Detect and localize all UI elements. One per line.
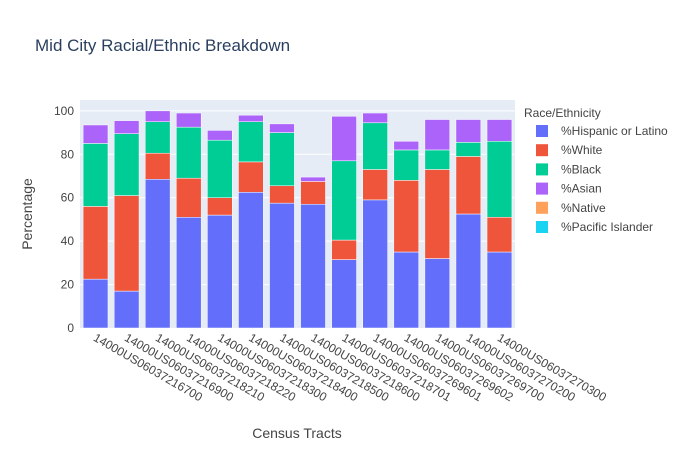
bar-segment[interactable] [362,122,388,170]
bar-segment[interactable] [113,290,140,329]
legend-swatch[interactable] [536,163,548,176]
bar-segment[interactable] [362,112,388,124]
bar-segment[interactable] [238,121,264,163]
bar-segment[interactable] [207,214,233,329]
legend-item-label[interactable]: %Native [561,201,606,215]
bar-segment[interactable] [362,199,388,329]
bar-segment[interactable] [455,213,482,329]
bar-segment[interactable] [113,133,140,196]
bar-segment[interactable] [82,143,109,207]
legend-swatch[interactable] [536,125,548,137]
bar-segment[interactable] [176,217,202,329]
bar-segment[interactable] [486,217,513,253]
bar-segment[interactable] [176,126,202,179]
legend-swatch[interactable] [536,221,548,233]
y-tick-label: 40 [61,234,75,248]
bar-segment[interactable] [176,112,202,128]
bar-segment[interactable] [455,142,482,157]
bar-segment[interactable] [269,132,295,187]
bar-segment[interactable] [238,161,264,193]
y-tick-label: 60 [61,191,75,205]
legend[interactable]: Race/Ethnicity %Hispanic or Latino %White… [524,106,668,234]
legend-item-label[interactable]: %Asian [561,182,602,196]
bar-segment[interactable] [331,239,357,260]
bar-segment[interactable] [269,185,295,204]
x-axis-title: Census Tracts [252,425,341,441]
bar-segment[interactable] [269,202,295,329]
bar-segment[interactable] [393,149,419,181]
bar-segment[interactable] [207,197,233,216]
y-tick-label: 100 [54,104,74,118]
chart-title: Mid City Racial/Ethnic Breakdown [35,36,290,55]
y-tick-label: 20 [61,278,75,292]
legend-item-label[interactable]: %Black [561,162,602,176]
bar-segment[interactable] [455,119,482,143]
legend-swatch[interactable] [536,201,548,214]
bar-segment[interactable] [362,169,388,201]
bar-segment[interactable] [331,259,357,329]
bar-segment[interactable] [113,120,140,134]
bar-segment[interactable] [176,177,202,218]
bar-segment[interactable] [269,123,295,133]
bar-segment[interactable] [424,169,451,259]
bar-segment[interactable] [455,156,482,215]
legend-item-label[interactable]: %White [561,143,603,157]
y-tick-label: 0 [67,321,74,335]
bar-segment[interactable] [82,124,109,144]
bar-segment[interactable] [300,203,326,329]
legend-item-label[interactable]: %Pacific Islander [561,220,653,234]
bar-segment[interactable] [145,179,171,329]
bar-segment[interactable] [300,181,326,205]
bar-segment[interactable] [145,110,171,122]
x-tick-labels: 14000US0603721670014000US060372169001400… [91,330,609,404]
bar-segment[interactable] [145,152,171,180]
bar-segment[interactable] [486,141,513,218]
y-tick-labels: 0 20 40 60 80 100 [54,104,74,335]
bar-segment[interactable] [238,192,264,329]
legend-item-label[interactable]: %Hispanic or Latino [561,124,668,138]
bar-segment[interactable] [331,160,357,241]
bar-segment[interactable] [145,121,171,154]
bar-segment[interactable] [486,119,513,142]
bar-segment[interactable] [393,141,419,151]
bar-segment[interactable] [238,114,264,122]
bar-segment[interactable] [424,149,451,170]
bars [82,110,513,329]
bar-segment[interactable] [393,251,419,329]
bar-segment[interactable] [424,258,451,329]
legend-swatch[interactable] [536,144,548,157]
bar-segment[interactable] [113,195,140,292]
y-axis-title: Percentage [19,178,35,250]
bar-segment[interactable] [424,119,451,151]
bar-segment[interactable] [393,180,419,253]
legend-title: Race/Ethnicity [524,106,601,120]
bar-segment[interactable] [207,130,233,141]
bar-segment[interactable] [82,206,109,280]
bar-segment[interactable] [331,116,357,162]
bar-segment[interactable] [207,139,233,198]
bar-segment[interactable] [82,278,109,329]
legend-swatch[interactable] [536,182,548,195]
bar-segment[interactable] [486,251,513,329]
bar-segment[interactable] [300,176,326,182]
y-tick-label: 80 [61,147,75,161]
